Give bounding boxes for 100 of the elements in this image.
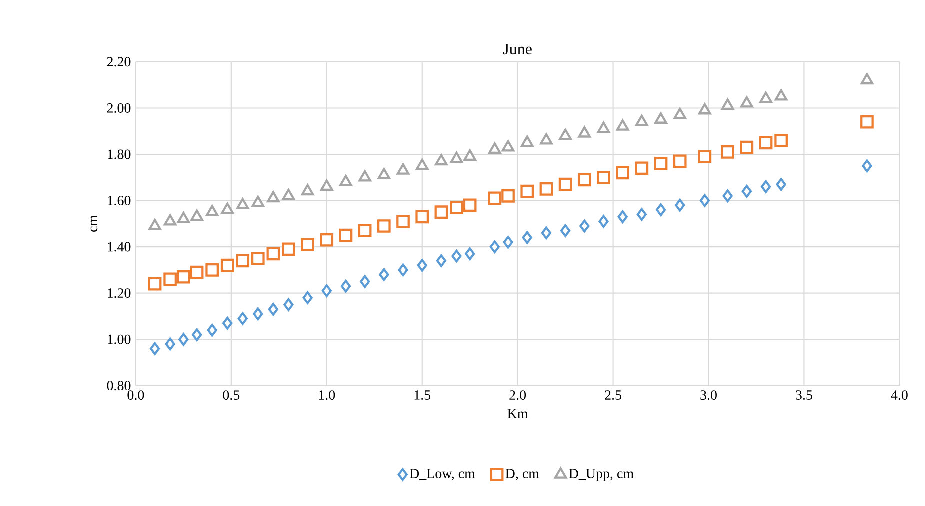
point	[862, 160, 872, 173]
point	[236, 198, 250, 210]
x-tick-label: 0.0	[128, 390, 144, 400]
point	[236, 254, 250, 268]
point	[238, 312, 248, 326]
point	[340, 280, 352, 293]
point	[698, 103, 712, 115]
point	[450, 152, 464, 164]
point	[560, 224, 571, 238]
point	[282, 242, 296, 256]
x-tick-label: 2.0	[510, 390, 526, 400]
point	[598, 215, 609, 228]
point	[860, 73, 874, 85]
point	[177, 270, 190, 284]
point	[636, 115, 648, 126]
point	[774, 134, 788, 148]
point	[435, 154, 448, 166]
point	[675, 199, 686, 212]
point	[774, 90, 788, 101]
point	[320, 234, 334, 247]
point	[206, 205, 219, 217]
point	[721, 146, 735, 159]
y-tick-label: 0.80	[107, 381, 131, 391]
point	[178, 333, 189, 346]
point	[860, 116, 874, 129]
point	[578, 173, 592, 187]
point	[616, 166, 630, 180]
point	[452, 250, 462, 263]
point	[559, 128, 572, 140]
point	[450, 201, 464, 214]
point	[192, 328, 202, 342]
point	[540, 134, 553, 145]
legend-label: D, cm	[506, 469, 540, 481]
point	[267, 191, 280, 203]
point	[740, 140, 754, 154]
point	[416, 210, 430, 224]
point	[148, 277, 162, 291]
x-tick-label: 3.0	[700, 390, 717, 400]
y-tick-label: 1.20	[108, 288, 131, 298]
point	[654, 112, 668, 124]
point	[742, 185, 752, 198]
point	[597, 171, 610, 184]
point	[340, 175, 352, 186]
point	[190, 210, 204, 222]
point	[436, 254, 447, 268]
point	[490, 240, 500, 254]
point	[358, 170, 372, 182]
point	[253, 308, 264, 321]
point	[148, 219, 162, 230]
y-axis-title: cm	[90, 216, 98, 232]
point	[165, 338, 176, 351]
point	[222, 317, 233, 330]
point	[654, 157, 668, 171]
x-tick-label: 2.5	[605, 390, 622, 400]
point	[164, 214, 177, 226]
point	[698, 150, 712, 164]
point	[721, 98, 734, 110]
y-tick-label: 2.00	[107, 104, 131, 114]
y-tick-label: 1.60	[108, 196, 131, 206]
point	[488, 192, 502, 206]
point	[616, 120, 630, 131]
chart-title: June	[503, 44, 532, 55]
point	[776, 178, 786, 192]
point	[502, 190, 515, 203]
x-tick-label: 1.0	[319, 390, 336, 400]
point	[558, 178, 572, 192]
point	[463, 198, 477, 212]
point	[164, 272, 177, 286]
point	[522, 231, 532, 244]
point	[760, 180, 772, 194]
point	[301, 184, 314, 196]
point	[700, 194, 710, 208]
point	[740, 96, 754, 108]
y-tick-label: 2.20	[107, 57, 131, 67]
point	[396, 164, 410, 175]
point	[379, 268, 390, 282]
point	[301, 238, 314, 252]
x-tick-label: 4.0	[891, 390, 908, 400]
point	[377, 220, 391, 233]
point	[597, 122, 610, 134]
point	[673, 154, 687, 168]
point	[266, 247, 280, 261]
point	[302, 292, 313, 304]
point	[220, 258, 234, 272]
point	[656, 204, 666, 217]
point	[674, 108, 686, 120]
point	[252, 196, 265, 208]
point	[502, 140, 515, 152]
point	[416, 158, 429, 170]
point	[396, 215, 410, 228]
point	[434, 206, 448, 220]
point	[207, 324, 218, 337]
point	[635, 162, 649, 176]
point	[578, 126, 592, 138]
legend-label: D_Upp, cm	[569, 469, 634, 482]
x-tick-label: 0.5	[223, 390, 240, 400]
y-tick-label: 1.80	[108, 150, 131, 160]
point	[282, 189, 296, 200]
point	[464, 150, 476, 162]
point	[722, 190, 733, 203]
